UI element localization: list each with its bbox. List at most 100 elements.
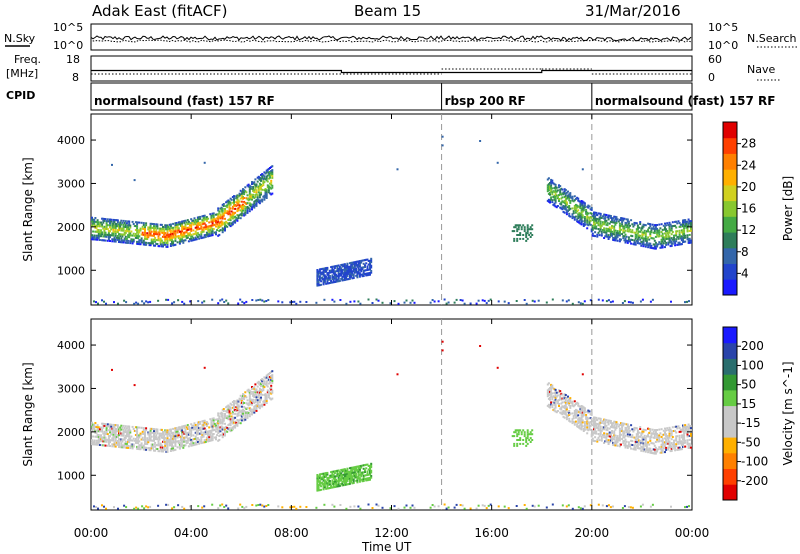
data-cell: [620, 433, 622, 436]
data-cell: [670, 432, 673, 435]
data-cell: [688, 230, 691, 232]
data-cell: [174, 243, 177, 246]
data-cell: [631, 436, 634, 439]
data-cell: [237, 414, 240, 417]
data-cell: [176, 434, 179, 437]
data-cell: [227, 427, 230, 430]
data-cell: [93, 443, 96, 446]
data-cell: [322, 483, 325, 486]
data-cell: [235, 406, 238, 409]
data-cell: [611, 230, 613, 233]
data-cell: [576, 218, 579, 221]
data-cell: [606, 429, 609, 432]
data-cell: [519, 442, 522, 445]
data-cell: [253, 206, 256, 209]
data-cell: [217, 426, 220, 429]
data-cell: [621, 428, 624, 431]
data-cell: [200, 430, 203, 433]
data-cell: [94, 220, 97, 223]
data-cell: [219, 225, 222, 228]
data-cell: [593, 418, 595, 421]
data-cell: [316, 477, 319, 480]
data-cell: [220, 427, 223, 430]
data-cell: [635, 230, 638, 233]
data-cell: [264, 178, 267, 181]
data-cell: [153, 223, 155, 226]
data-cell: [251, 411, 253, 414]
data-cell: [236, 202, 239, 205]
data-cell: [230, 419, 233, 422]
data-cell: [116, 430, 119, 433]
data-cell: [362, 275, 365, 277]
data-cell: [677, 241, 680, 244]
data-cell: [254, 393, 257, 396]
data-cell: [643, 434, 646, 437]
data-cell: [561, 299, 564, 302]
data-cell: [106, 444, 109, 447]
data-cell: [98, 235, 101, 238]
data-cell: [641, 436, 644, 439]
data-cell: [140, 241, 143, 244]
data-cell: [98, 438, 101, 441]
data-cell: [573, 216, 576, 219]
data-cell: [131, 439, 134, 442]
data-cell: [326, 280, 329, 283]
data-cell: [348, 262, 351, 265]
data-cell: [226, 200, 229, 203]
data-cell: [165, 236, 168, 239]
data-cell: [675, 230, 678, 233]
data-cell: [327, 271, 330, 274]
data-cell: [198, 427, 201, 429]
data-cell: [248, 389, 251, 392]
data-cell: [605, 227, 608, 230]
data-cell: [148, 242, 151, 245]
data-cell: [342, 480, 345, 483]
data-cell: [252, 408, 255, 411]
data-cell: [233, 421, 235, 424]
data-cell: [168, 434, 171, 437]
data-cell: [233, 197, 235, 200]
data-cell: [186, 441, 189, 444]
data-cell: [582, 414, 585, 417]
data-cell: [633, 243, 636, 246]
data-cell: [142, 227, 145, 230]
data-cell: [625, 440, 628, 443]
data-cell: [669, 450, 672, 453]
data-cell: [529, 236, 532, 238]
data-cell: [160, 432, 163, 435]
data-cell: [323, 277, 326, 280]
data-cell: [139, 444, 142, 447]
data-cell: [226, 204, 229, 207]
data-cell: [677, 442, 680, 445]
data-cell: [181, 224, 184, 227]
data-cell: [213, 436, 216, 439]
data-cell: [689, 427, 692, 429]
data-cell: [682, 434, 684, 437]
data-cell: [222, 433, 225, 436]
data-cell: [598, 216, 601, 219]
data-cell: [98, 225, 101, 228]
data-cell: [603, 434, 606, 437]
data-cell: [513, 230, 516, 233]
data-cell: [118, 227, 120, 230]
data-cell: [141, 231, 144, 234]
data-cell: [120, 227, 123, 230]
data-cell: [175, 427, 178, 429]
data-cell: [218, 438, 221, 441]
data-cell: [260, 187, 262, 190]
data-cell: [651, 452, 654, 455]
data-cell: [241, 505, 244, 508]
data-cell: [606, 427, 609, 430]
data-cell: [216, 428, 219, 431]
data-cell: [678, 438, 681, 441]
data-cell: [586, 213, 589, 216]
data-cell: [358, 268, 361, 271]
data-cell: [207, 233, 210, 236]
data-cell: [200, 235, 203, 238]
data-cell: [95, 431, 98, 434]
data-cell: [209, 213, 212, 216]
data-cell: [187, 439, 190, 442]
data-cell: [335, 480, 338, 483]
data-cell: [101, 428, 104, 431]
data-cell: [667, 237, 670, 240]
